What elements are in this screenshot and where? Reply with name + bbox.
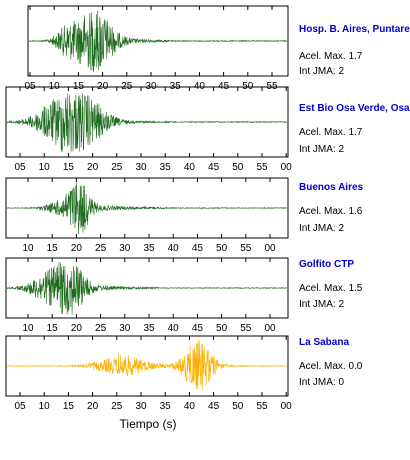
waveform-trace	[6, 92, 288, 153]
waveform-trace	[6, 182, 288, 235]
tick-label: 15	[47, 243, 59, 254]
panel-frame	[5, 177, 289, 239]
station-name: Hosp. B. Aires, Puntare	[299, 24, 410, 35]
jma-intensity: Int JMA: 0	[299, 377, 345, 388]
jma-intensity: Int JMA: 2	[299, 299, 345, 310]
waveform-trace	[28, 10, 288, 73]
tick-label: 40	[168, 323, 180, 334]
x-axis-label: Tiempo (s)	[119, 417, 177, 431]
tick-label: 05	[14, 162, 26, 173]
panel-frame	[5, 257, 289, 319]
waveform-trace	[6, 339, 288, 390]
tick-label: 35	[160, 401, 172, 412]
tick-label: 15	[63, 162, 75, 173]
panel-4: 10 15 20 25 30 35 40 45 50 55 00	[5, 257, 289, 334]
tick-label: 20	[71, 323, 83, 334]
tick-label: 55	[240, 243, 252, 254]
tick-label: 45	[192, 243, 204, 254]
tick-label: 35	[143, 323, 155, 334]
station-name: La Sabana	[299, 337, 350, 348]
tick-label: 40	[184, 401, 196, 412]
tick-label: 00	[281, 401, 293, 412]
panel-frame	[27, 5, 289, 77]
tick-label: 55	[240, 323, 252, 334]
tick-label: 30	[119, 323, 131, 334]
waveform-trace	[6, 261, 288, 315]
max-acceleration: Acel. Max. 0.0	[299, 361, 363, 372]
tick-label: 40	[168, 243, 180, 254]
jma-intensity: Int JMA: 2	[299, 66, 345, 77]
tick-label: 30	[119, 243, 131, 254]
panel-3: 10 15 20 25 30 35 40 45 50 55 00	[5, 177, 289, 254]
station-name: Est Bio Osa Verde, Osa	[299, 103, 410, 114]
tick-label: 30	[135, 162, 147, 173]
tick-label: 20	[87, 162, 99, 173]
tick-label: 50	[232, 401, 244, 412]
tick-label: 25	[111, 401, 123, 412]
tick-label: 35	[143, 243, 155, 254]
tick-label: 50	[216, 323, 228, 334]
panel-frame	[5, 335, 289, 397]
jma-intensity: Int JMA: 2	[299, 223, 345, 234]
panel-1: 05 10 15 20 25 30 35 40 45 50 55	[24, 5, 289, 92]
tick-label: 10	[39, 162, 51, 173]
tick-label: 25	[111, 162, 123, 173]
panel-5: 05 10 15 20 25 30 35 40 45 50 55 00	[5, 335, 293, 412]
tick-label: 40	[184, 162, 196, 173]
tick-label: 00	[264, 243, 276, 254]
max-acceleration: Acel. Max. 1.6	[299, 206, 363, 217]
max-acceleration: Acel. Max. 1.7	[299, 51, 363, 62]
station-name: Buenos Aires	[299, 182, 364, 193]
tick-label: 45	[208, 401, 220, 412]
tick-label: 10	[22, 243, 34, 254]
tick-label: 20	[87, 401, 99, 412]
tick-label: 05	[14, 401, 26, 412]
tick-label: 30	[135, 401, 147, 412]
tick-label: 45	[192, 323, 204, 334]
tick-label: 00	[281, 162, 293, 173]
tick-label: 25	[95, 323, 107, 334]
tick-label: 35	[160, 162, 172, 173]
tick-label: 10	[39, 401, 51, 412]
tick-label: 55	[256, 162, 268, 173]
tick-label: 15	[47, 323, 59, 334]
panel-frame	[5, 86, 289, 158]
tick-label: 45	[208, 162, 220, 173]
station-name: Golfito CTP	[299, 259, 354, 270]
max-acceleration: Acel. Max. 1.7	[299, 127, 363, 138]
tick-label: 55	[256, 401, 268, 412]
tick-label: 20	[71, 243, 83, 254]
max-acceleration: Acel. Max. 1.5	[299, 283, 363, 294]
tick-label: 50	[216, 243, 228, 254]
tick-label: 50	[232, 162, 244, 173]
tick-label: 00	[264, 323, 276, 334]
tick-label: 10	[22, 323, 34, 334]
panel-2: 05 10 15 20 25 30 35 40 45 50 55 00	[5, 86, 293, 173]
jma-intensity: Int JMA: 2	[299, 144, 345, 155]
tick-label: 25	[95, 243, 107, 254]
tick-label: 15	[63, 401, 75, 412]
